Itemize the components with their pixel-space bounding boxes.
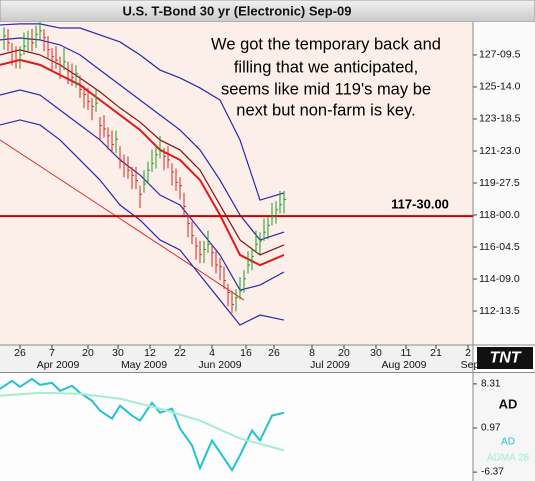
x-tick-label: 26 <box>268 347 280 359</box>
x-tick-label: 22 <box>174 347 186 359</box>
band-line <box>0 58 285 267</box>
y-tick-label: 112-13.5 <box>479 305 520 317</box>
month-label: Jun 2009 <box>198 359 241 371</box>
price-axis <box>473 22 535 345</box>
month-label: Jul 2009 <box>310 359 350 371</box>
annotation-line: We got the temporary back and <box>211 35 441 53</box>
annotation-line: seems like mid 119's may be <box>221 80 431 98</box>
y-tick-label: 118-00.0 <box>479 209 520 221</box>
month-label: Apr 2009 <box>37 359 80 371</box>
date-axis <box>0 345 473 372</box>
band-line <box>0 89 285 291</box>
price-overlay: We got the temporary back and filling th… <box>211 35 449 211</box>
x-tick-label: 8 <box>309 347 315 359</box>
indicator-title: AD <box>499 396 518 411</box>
annotation-line: filling that we anticipated, <box>234 58 418 76</box>
y-tick-label: -6.37 <box>481 467 504 478</box>
x-tick-label: 20 <box>338 347 350 359</box>
indicator-axis <box>473 373 535 481</box>
x-tick-label: 16 <box>240 347 252 359</box>
x-tick-label: 4 <box>209 347 215 359</box>
x-tick-label: 2 <box>465 347 471 359</box>
y-tick-label: 8.31 <box>481 379 501 390</box>
x-tick-label: 7 <box>49 347 55 359</box>
band-line <box>0 49 285 256</box>
x-tick-label: 12 <box>144 347 156 359</box>
level-label: 117-30.00 <box>391 197 449 212</box>
logo: TNT <box>489 350 521 367</box>
y-tick-label: 127-09.5 <box>479 49 521 61</box>
annotation-line: next but non-farm is key. <box>236 101 415 119</box>
y-tick-label: 114-09.0 <box>479 273 520 285</box>
indicator-line <box>0 391 285 452</box>
axes: AD 127-09.5 125-14.0 123-18.5 121-23.0 119-2… <box>14 49 529 478</box>
legend-entry: ADMA 28 <box>487 453 530 464</box>
y-tick-label: 125-14.0 <box>479 81 521 93</box>
indicator-area <box>0 373 473 481</box>
y-tick-label: 123-18.5 <box>479 113 521 125</box>
y-tick-label: 0.97 <box>481 423 501 434</box>
x-tick-label: 26 <box>14 347 26 359</box>
month-label: May 2009 <box>121 359 167 371</box>
band-line <box>0 119 285 326</box>
x-tick-label: 20 <box>82 347 94 359</box>
x-tick-label: 30 <box>112 347 124 359</box>
price-panel <box>0 22 473 326</box>
chart-title: U.S. T-Bond 30 yr (Electronic) Sep-09 <box>123 3 352 18</box>
y-tick-label: 116-04.5 <box>479 241 520 253</box>
x-tick-label: 11 <box>401 347 412 359</box>
trendline <box>0 139 245 301</box>
indicator-line <box>0 377 285 473</box>
legend-entry: AD <box>501 437 515 448</box>
y-tick-label: 119-27.5 <box>479 177 520 189</box>
band-line <box>0 23 285 201</box>
logo-box <box>477 347 533 369</box>
x-tick-label: 30 <box>370 347 382 359</box>
indicator-panel <box>0 377 285 473</box>
month-label: Sep <box>461 359 480 371</box>
month-label: Aug 2009 <box>382 359 427 371</box>
band-line <box>0 37 285 241</box>
y-tick-label: 121-23.0 <box>479 145 521 157</box>
x-tick-label: 21 <box>430 347 442 359</box>
